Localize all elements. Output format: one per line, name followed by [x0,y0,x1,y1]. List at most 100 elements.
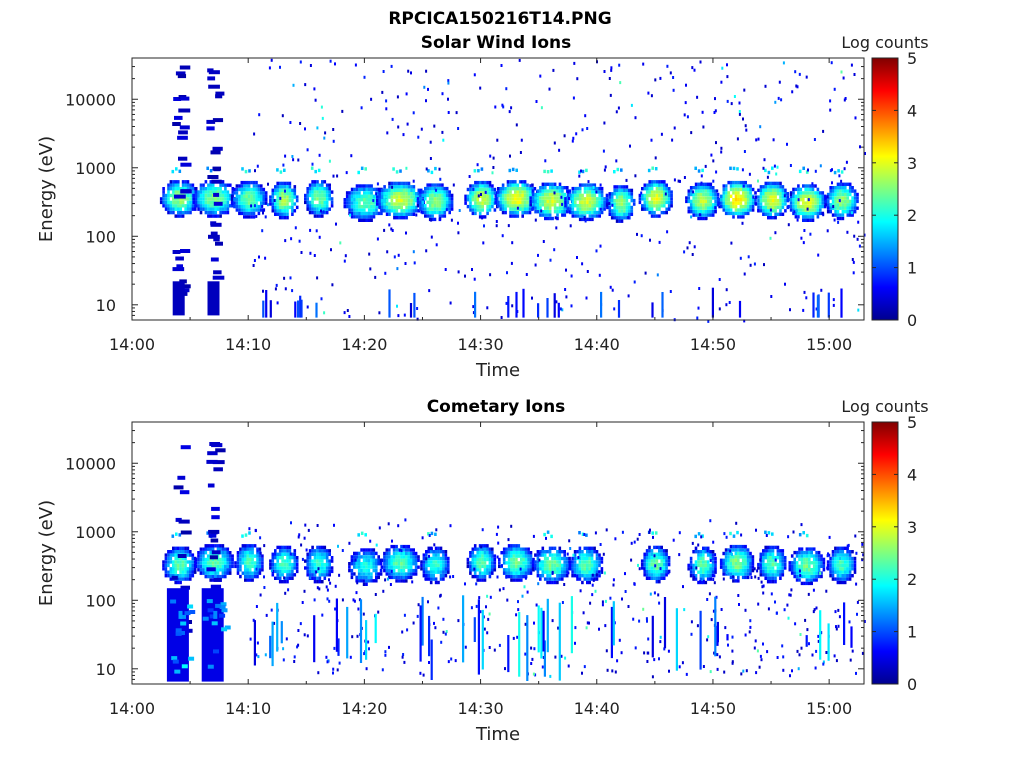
cell [176,560,180,564]
cell [376,202,379,206]
noise-cell [581,262,584,266]
cell [583,186,587,191]
cell [197,564,200,569]
cell [709,210,713,214]
cell [784,188,787,192]
cell [286,195,289,199]
cell [348,211,351,216]
cell [189,193,192,198]
cell [221,574,225,579]
cell [321,562,324,567]
cell [189,553,192,557]
cell [558,199,562,204]
cell [643,204,647,208]
cell [799,208,803,212]
cell [694,210,698,214]
cell [175,167,178,171]
noise-cell [615,110,618,114]
cell [812,571,816,575]
cell [514,207,517,211]
cell [692,203,695,207]
cell [370,191,373,195]
cell [286,198,289,203]
cell [797,204,800,209]
cell [363,191,366,195]
cell [563,563,566,568]
cell [159,197,163,201]
cell [177,210,180,215]
cell [803,581,806,586]
noise-cell [787,223,790,227]
cell [689,574,693,578]
cell [586,200,589,204]
cell [722,194,726,198]
cell [771,559,775,563]
noise-cell [439,177,442,181]
cell [478,544,482,548]
cell [811,208,815,212]
cell [316,207,319,211]
cell [783,556,787,560]
cell [734,208,738,212]
noise-cell [505,301,508,305]
cell [561,556,564,561]
cell [650,556,654,560]
cell [793,564,796,568]
early-cell [178,156,188,161]
cell [398,202,401,206]
noise-cell [820,288,823,292]
cell [306,573,309,577]
cell [236,551,240,555]
cell [658,193,661,198]
streak [661,292,664,318]
cell [779,573,782,577]
cell [804,184,807,188]
cell [244,554,247,558]
cell [469,204,472,209]
cell [179,563,182,568]
cell [416,197,420,201]
cell [438,200,442,204]
cell [433,186,437,191]
cell [405,185,408,189]
cell [742,215,745,219]
cell [476,578,479,582]
cell [444,567,448,571]
noise-cell [705,216,708,220]
cell [345,198,349,202]
cell [593,207,597,211]
cell [810,571,813,575]
noise-cell [518,58,521,62]
cell [653,180,656,184]
cell [244,578,247,582]
cell [506,187,510,191]
cell [737,558,740,562]
noise-cell [349,213,352,217]
cell [214,571,217,575]
cell [193,567,197,571]
cell [224,561,227,565]
cell [757,562,760,567]
cell [764,549,767,553]
cell [443,214,447,218]
cell [199,571,203,575]
cell [353,551,356,556]
cell [316,183,319,187]
cell [641,207,644,211]
cell [390,555,393,559]
cell [546,206,550,210]
cell [732,534,736,538]
cell [771,562,775,567]
cell [578,550,582,554]
cell [445,186,449,191]
cell [529,571,533,575]
cell [856,199,859,204]
cell [841,192,845,197]
cell [380,565,384,569]
cell [794,211,798,216]
noise-cell [542,240,545,243]
cell [486,544,489,548]
cell [511,167,515,172]
cell [641,193,644,198]
cell [343,204,347,209]
